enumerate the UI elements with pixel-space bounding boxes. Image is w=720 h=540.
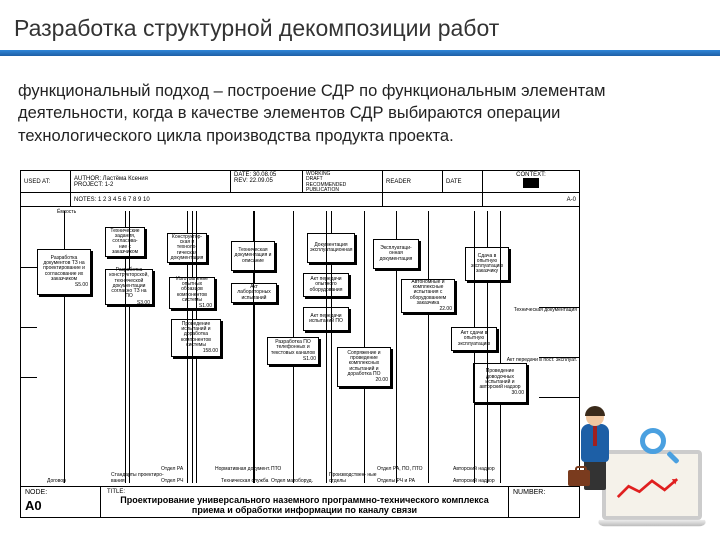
diagram-body: Разработка документов ТЗ на проектирован… — [20, 207, 580, 487]
hdr-context: CONTEXT: — [483, 171, 579, 192]
person-icon — [572, 408, 618, 494]
diagram-node: Проведение доводочных испытаний и авторс… — [473, 363, 527, 403]
diagram-node: Проведение испытаний и доработка компоне… — [171, 319, 221, 357]
hdr-usedat: USED AT: — [21, 171, 71, 192]
diagram-node: Автономные и комплексные испытания с обо… — [401, 279, 455, 313]
hdr-date2: DATE — [443, 171, 483, 192]
diagram-node: Сдача в опытную эксплуатацию заказчику — [465, 247, 509, 281]
hdr-a0: A-0 — [483, 193, 579, 206]
diagram-header: USED AT: AUTHOR: Ластёма Ксения PROJECT:… — [20, 170, 580, 207]
slide-title: Разработка структурной декомпозиции рабо… — [14, 15, 499, 42]
hdr-dates: DATE: 30.08.05 REV: 22.09.05 — [231, 171, 303, 192]
diagram-node: Конструктор- ская и техноло- гическая до… — [167, 233, 207, 263]
diagram-footer: NODE: A0 TITLE: Проектирование универсал… — [20, 487, 580, 518]
idef0-diagram: USED AT: AUTHOR: Ластёма Ксения PROJECT:… — [20, 170, 580, 520]
title-bar: Разработка структурной декомпозиции рабо… — [0, 0, 720, 56]
diagram-node: Разработка конструкторской, технической … — [105, 269, 153, 305]
diagram-node: Эксплуатаци- онная документация — [373, 239, 419, 269]
diagram-node: Сопряжение и проведение комплексных испы… — [337, 347, 391, 387]
diagram-node: Разработка документов ТЗ на проектирован… — [37, 249, 91, 295]
diagram-node: Разработка ПО телефонных и текстовых кан… — [267, 337, 319, 365]
body-paragraph: функциональный подход – построение СДР п… — [0, 56, 720, 157]
context-box-icon — [523, 178, 539, 188]
ftr-number: NUMBER: — [509, 487, 579, 517]
diagram-node: Технические задания, согласова- ние с за… — [105, 227, 145, 257]
clipart-illustration — [570, 404, 710, 534]
diagram-node: Техническая документация и описание — [231, 241, 275, 271]
briefcase-icon — [568, 470, 590, 486]
diagram-node: Документация эксплуатационная — [307, 233, 355, 263]
chart-arrow-icon — [616, 476, 688, 502]
ftr-node: NODE: A0 — [21, 487, 101, 517]
diagram-node: Акт лабораторных испытаний — [231, 283, 277, 303]
hdr-status: WORKING DRAFT RECOMMENDED PUBLICATION — [303, 171, 383, 192]
hdr-author-project: AUTHOR: Ластёма Ксения PROJECT: 1-2 — [71, 171, 231, 192]
magnifier-icon — [640, 428, 674, 462]
ftr-title: TITLE: Проектирование универсального наз… — [101, 487, 509, 517]
diagram-node: Акт сдачи в опытную эксплуатацию — [451, 327, 497, 351]
hdr-reader: READER — [383, 171, 443, 192]
diagram-node: Изготовление опытных образцов компоненто… — [169, 277, 215, 309]
hdr-notes: NOTES: 1 2 3 4 5 6 7 8 9 10 — [71, 193, 383, 206]
